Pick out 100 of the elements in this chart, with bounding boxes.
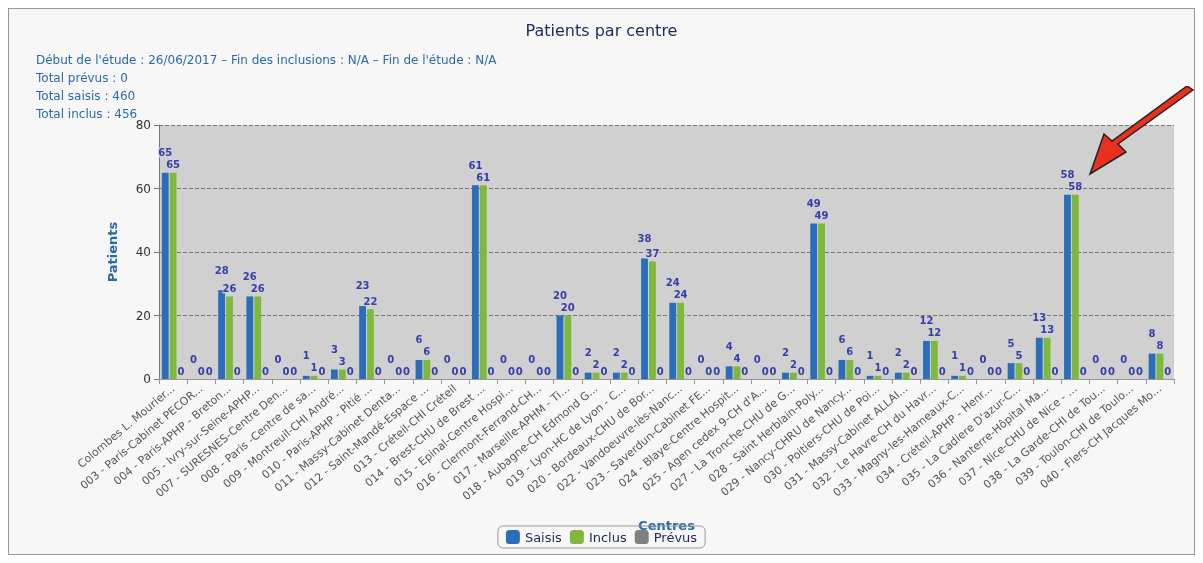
text: Total inclus : 456	[35, 107, 138, 121]
data-label: 0	[177, 365, 185, 377]
data-label: 0	[1120, 353, 1128, 365]
data-label: 0	[387, 353, 395, 365]
data-label: 0	[395, 365, 403, 377]
data-label: 28	[214, 264, 229, 276]
bar	[1156, 353, 1164, 379]
bar	[564, 315, 572, 379]
data-label: 0	[431, 365, 439, 377]
bar	[951, 375, 959, 379]
y-tick-label: 80	[135, 118, 151, 132]
data-label: 0	[515, 365, 523, 377]
data-label: 0	[825, 365, 833, 377]
data-label: 6	[423, 346, 431, 358]
legend-label: Saisis	[524, 529, 563, 545]
data-label: 2	[592, 359, 600, 371]
data-label: 0	[705, 365, 713, 377]
data-label: 0	[697, 353, 705, 365]
bar	[359, 305, 367, 379]
data-label: 8	[1148, 328, 1156, 340]
bar	[838, 359, 846, 379]
text: Total saisis : 460	[35, 89, 136, 103]
data-label: 5	[1007, 337, 1015, 349]
data-label: 0	[1136, 365, 1144, 377]
data-label: 3	[330, 343, 338, 355]
data-label: 0	[741, 365, 749, 377]
data-label: 2	[620, 359, 628, 371]
data-label: 58	[1060, 169, 1075, 181]
data-label: 65	[158, 147, 173, 159]
bar	[161, 172, 169, 379]
y-axis-title: Patients	[105, 221, 120, 283]
bar	[584, 372, 592, 379]
data-label: 0	[189, 353, 197, 365]
bar	[612, 372, 620, 379]
bar	[218, 290, 226, 379]
bar	[725, 366, 733, 379]
data-label: 61	[476, 171, 491, 183]
bar	[648, 261, 656, 379]
data-label: 58	[1068, 181, 1083, 193]
bar	[1035, 337, 1043, 379]
data-label: 0	[487, 365, 495, 377]
data-label: 65	[166, 159, 181, 171]
data-label: 6	[846, 346, 854, 358]
data-label: 0	[544, 365, 551, 377]
data-label: 38	[637, 232, 652, 244]
data-label: 0	[1100, 365, 1108, 377]
bar	[846, 359, 854, 379]
data-label: 12	[919, 315, 934, 327]
data-label: 0	[987, 365, 995, 377]
y-tick-label: 20	[135, 308, 151, 323]
data-label: 1	[302, 350, 310, 362]
data-label: 0	[995, 365, 1003, 377]
data-label: 0	[528, 353, 536, 365]
bar	[959, 375, 966, 379]
data-label: 4	[733, 352, 741, 364]
bar	[620, 372, 628, 379]
data-label: 20	[560, 302, 575, 313]
data-label: 0	[797, 365, 805, 377]
data-label: 0	[262, 365, 270, 377]
y-tick-label: 0	[143, 372, 151, 386]
bar	[782, 372, 789, 379]
data-label: 26	[250, 282, 265, 294]
bar	[733, 366, 741, 379]
data-label: 2	[584, 347, 592, 359]
data-label: 1	[310, 362, 318, 374]
bar	[677, 302, 685, 379]
data-label: 0	[1051, 365, 1059, 377]
y-tick-label: 60	[135, 181, 151, 196]
bar	[641, 258, 648, 379]
bar	[330, 369, 338, 379]
data-label: 1	[874, 362, 882, 374]
bar	[789, 372, 797, 379]
bar	[169, 172, 177, 379]
data-label: 0	[1128, 365, 1136, 377]
data-label: 0	[882, 365, 890, 377]
bar	[338, 369, 346, 379]
data-label: 0	[656, 365, 664, 377]
data-label: 0	[346, 365, 354, 377]
data-label: 13	[1040, 324, 1055, 336]
data-label: 0	[600, 365, 608, 377]
data-label: 0	[938, 365, 946, 377]
data-label: 0	[761, 365, 769, 377]
data-label: 1	[951, 350, 959, 362]
data-label: 0	[979, 353, 987, 365]
bar	[226, 296, 233, 379]
data-label: 1	[959, 362, 967, 374]
data-label: 0	[205, 365, 213, 377]
data-label: 6	[415, 334, 423, 346]
data-label: 5	[1015, 349, 1023, 361]
data-label: 0	[910, 365, 918, 377]
data-label: 2	[789, 359, 797, 371]
data-label: 0	[443, 353, 451, 365]
data-label: 0	[507, 365, 515, 377]
data-label: 0	[451, 365, 459, 377]
data-label: 4	[725, 340, 733, 352]
data-label: 0	[1079, 365, 1087, 377]
data-label: 0	[536, 365, 544, 377]
data-label: 26	[222, 282, 237, 294]
data-label: 24	[673, 289, 688, 301]
bar	[246, 296, 254, 379]
